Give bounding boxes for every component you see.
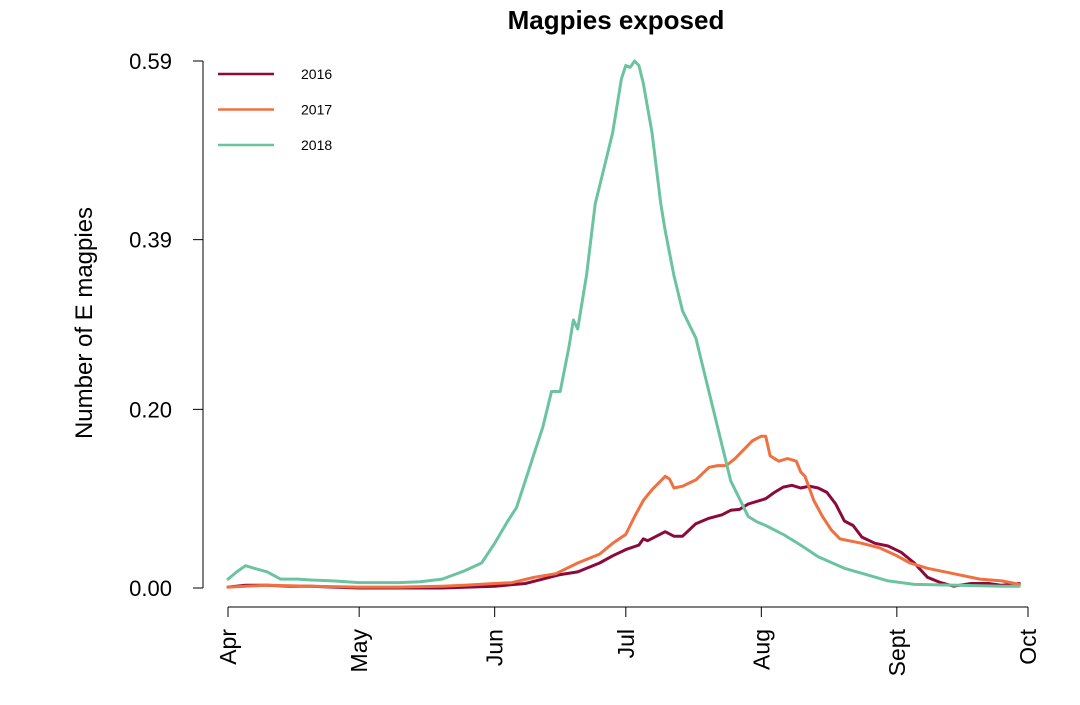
x-tick-label: Oct	[1015, 628, 1041, 664]
x-tick-label: Apr	[215, 629, 241, 665]
series-line-2016	[226, 483, 1021, 590]
x-tick-label: Sept	[884, 628, 910, 676]
x-tick-label: May	[346, 629, 372, 673]
x-tick-label: Jun	[482, 629, 508, 666]
legend: 2016 2017 2018	[218, 66, 332, 153]
series-line-2017	[226, 434, 1021, 589]
x-tick-label: Aug	[748, 629, 774, 670]
chart-title: Magpies exposed	[508, 5, 725, 35]
legend-label-2016: 2016	[301, 66, 332, 82]
series-line-2018	[226, 59, 1021, 588]
y-tick-label: 0.00	[129, 576, 172, 601]
axes: 0.00 0.20 0.39 0.59 Apr May Jun Jul Aug Sept Oct	[129, 49, 1041, 676]
series-lines	[226, 59, 1021, 590]
y-tick-label: 0.20	[129, 397, 172, 422]
y-axis-label: Number of E magpies	[71, 207, 98, 439]
y-tick-label: 0.59	[129, 49, 172, 74]
y-tick-label: 0.39	[129, 228, 172, 253]
legend-label-2018: 2018	[301, 137, 332, 153]
legend-label-2017: 2017	[301, 102, 332, 118]
x-tick-label: Jul	[613, 629, 639, 658]
